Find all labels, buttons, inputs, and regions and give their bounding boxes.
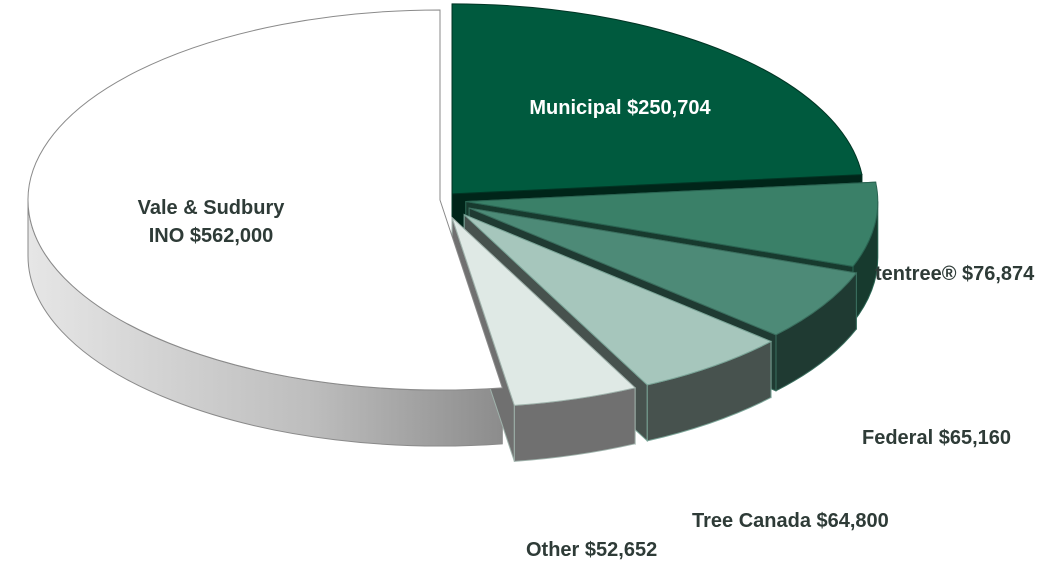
data-label-vale-and-sudbury-ino: Vale & Sudbury INO $562,000 [138,197,286,247]
pie-slice-vale-and-sudbury-ino [27,9,503,391]
data-label-municipal: Municipal $250,704 [529,97,711,119]
pie-slice-other [451,217,637,406]
data-label-tree-canada: Tree Canada $64,800 [692,510,889,532]
pie-slice-federal [468,207,858,336]
data-label-federal: Federal $65,160 [862,427,1011,449]
pie-slice-municipal [451,3,863,195]
data-label-tentree: tentree® $76,874 [875,263,1035,285]
pie-slice-tentree [465,181,879,267]
pie-slice-tree-canada [463,214,773,386]
data-label-other: Other $52,652 [526,539,657,561]
